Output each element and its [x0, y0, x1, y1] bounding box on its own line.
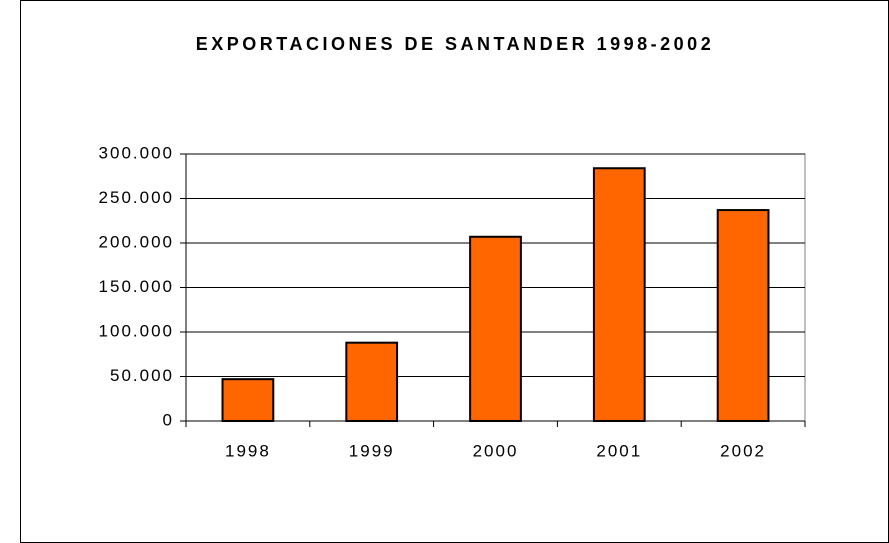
- y-tick-label: 250.000: [99, 188, 174, 207]
- bar: [345, 341, 399, 422]
- x-tick-label: 1999: [349, 441, 395, 460]
- x-tick-label: 2001: [596, 441, 642, 460]
- bar: [469, 235, 522, 422]
- x-tick-label: 1998: [225, 441, 271, 460]
- chart-title: EXPORTACIONES DE SANTANDER 1998-2002: [196, 34, 714, 54]
- bar: [716, 209, 770, 422]
- y-tick-label: 150.000: [99, 277, 174, 296]
- y-tick-label: 200.000: [99, 232, 174, 251]
- y-tick-label: 100.000: [99, 321, 174, 340]
- bar: [221, 378, 275, 423]
- y-tick-label: 0: [163, 410, 174, 429]
- y-tick-label: 50.000: [110, 366, 174, 385]
- y-tick-label: 300.000: [99, 143, 174, 162]
- x-tick-label: 2000: [473, 441, 519, 460]
- x-tick-label: 2002: [720, 441, 766, 460]
- bar: [592, 167, 646, 422]
